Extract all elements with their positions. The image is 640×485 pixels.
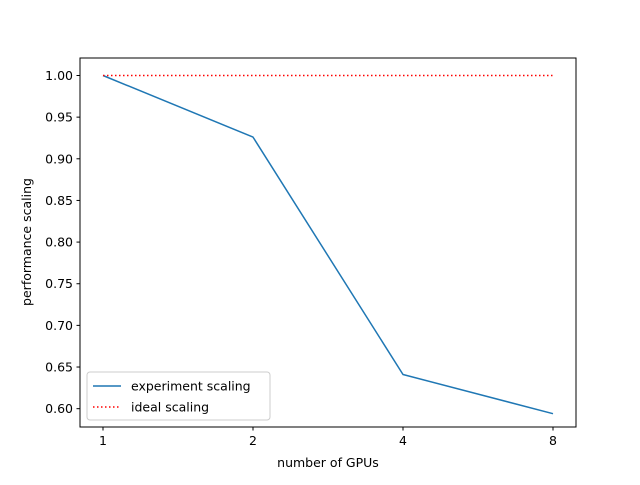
plot-area [80,58,576,427]
x-axis-label: number of GPUs [277,455,379,470]
y-tick-label: 1.00 [45,68,73,83]
series-layer [102,74,554,415]
legend-label-experiment-scaling: experiment scaling [131,379,251,394]
legend: experiment scaling ideal scaling [86,371,271,421]
y-tick-label: 0.95 [45,110,73,125]
y-axis: 0.60 0.65 0.70 0.75 0.80 0.85 0.90 0.95 1.00 [45,68,80,416]
y-tick-label: 0.65 [45,360,73,375]
legend-box [86,371,271,421]
x-tick-label: 4 [399,433,407,448]
y-axis-label: performance scaling [19,178,34,306]
x-tick-label: 2 [249,433,257,448]
y-tick-label: 0.60 [45,401,73,416]
x-tick-label: 1 [99,433,107,448]
y-tick-label: 0.85 [45,193,73,208]
y-tick-label: 0.90 [45,151,73,166]
y-tick-label: 0.70 [45,318,73,333]
x-axis: 1 2 4 8 [99,427,557,448]
x-tick-label: 8 [549,433,557,448]
y-tick-label: 0.80 [45,235,73,250]
legend-label-ideal-scaling: ideal scaling [131,400,209,415]
series-line-experiment-scaling [102,74,554,415]
y-tick-label: 0.75 [45,276,73,291]
